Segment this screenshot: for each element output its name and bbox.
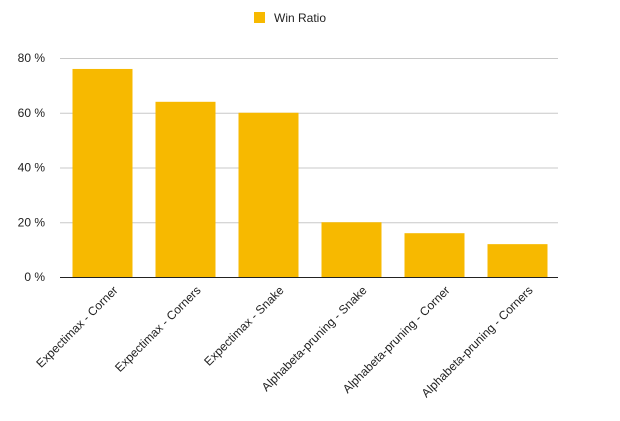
- legend-label-win-ratio: Win Ratio: [274, 11, 326, 25]
- bars: [72, 68, 548, 277]
- legend-swatch: [254, 12, 265, 23]
- bar: [321, 222, 382, 277]
- bar: [238, 112, 299, 277]
- y-tick-label: 40 %: [18, 161, 46, 175]
- x-category-label: Expectimax - Snake: [201, 283, 287, 369]
- x-category-label: Expectimax - Corners: [112, 283, 203, 374]
- y-tick-label: 20 %: [18, 215, 46, 229]
- bar: [487, 244, 548, 277]
- y-axis-tick-labels: 0 % 20 % 40 % 60 % 80 %: [18, 51, 46, 284]
- bar: [72, 68, 133, 277]
- bar: [404, 233, 465, 277]
- legend: Win Ratio: [254, 11, 326, 25]
- y-tick-label: 60 %: [18, 106, 46, 120]
- y-tick-label: 80 %: [18, 51, 46, 65]
- y-tick-label: 0 %: [24, 270, 45, 284]
- bar: [155, 101, 216, 277]
- gridlines: [60, 58, 558, 224]
- x-category-label: Expectimax - Corner: [33, 283, 120, 370]
